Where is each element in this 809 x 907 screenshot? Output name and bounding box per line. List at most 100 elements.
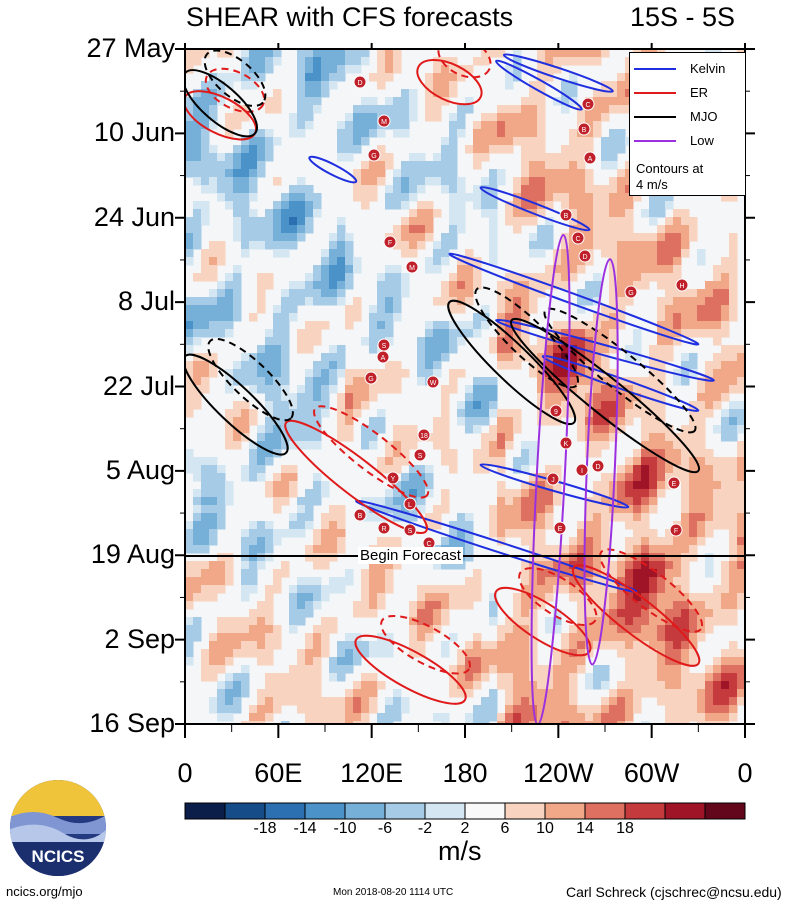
shear-cell	[705, 401, 714, 410]
shear-cell	[569, 89, 578, 98]
shear-cell	[345, 665, 354, 674]
storm-marker: G	[367, 148, 381, 162]
shear-cell	[513, 665, 522, 674]
shear-cell	[609, 625, 618, 634]
shear-cell	[217, 81, 226, 90]
shear-cell	[433, 57, 442, 66]
shear-cell	[657, 337, 666, 346]
shear-cell	[737, 465, 745, 474]
shear-cell	[329, 369, 338, 378]
shear-cell	[617, 73, 626, 82]
shear-cell	[217, 497, 226, 506]
shear-cell	[225, 417, 234, 426]
shear-cell	[497, 529, 506, 538]
shear-cell	[641, 257, 650, 266]
shear-cell	[721, 465, 730, 474]
shear-cell	[705, 473, 714, 482]
shear-cell	[553, 465, 562, 474]
shear-cell	[649, 593, 658, 602]
shear-cell	[649, 649, 658, 658]
shear-cell	[625, 457, 634, 466]
shear-cell	[249, 545, 258, 554]
shear-cell	[657, 449, 666, 458]
shear-cell	[721, 609, 730, 618]
shear-cell	[377, 297, 386, 306]
shear-cell	[545, 73, 554, 82]
shear-cell	[521, 217, 530, 226]
shear-cell	[609, 593, 618, 602]
shear-cell	[249, 177, 258, 186]
shear-cell	[265, 129, 274, 138]
shear-cell	[521, 337, 530, 346]
shear-cell	[505, 713, 514, 722]
shear-cell	[473, 137, 482, 146]
shear-cell	[305, 329, 314, 338]
shear-cell	[545, 521, 554, 530]
shear-cell	[313, 553, 322, 562]
shear-cell	[609, 633, 618, 642]
shear-cell	[249, 417, 258, 426]
shear-cell	[529, 137, 538, 146]
shear-cell	[217, 697, 226, 706]
shear-cell	[697, 609, 706, 618]
shear-cell	[537, 153, 546, 162]
shear-cell	[721, 713, 730, 722]
shear-cell	[265, 217, 274, 226]
shear-cell	[441, 585, 450, 594]
shear-cell	[681, 657, 690, 666]
shear-cell	[489, 641, 498, 650]
shear-cell	[561, 681, 570, 690]
shear-cell	[721, 593, 730, 602]
shear-cell	[449, 345, 458, 354]
shear-cell	[361, 137, 370, 146]
shear-cell	[217, 177, 226, 186]
shear-cell	[337, 145, 346, 154]
shear-cell	[489, 433, 498, 442]
shear-cell	[585, 353, 594, 362]
shear-cell	[185, 161, 194, 170]
shear-cell	[665, 625, 674, 634]
shear-cell	[497, 441, 506, 450]
shear-cell	[705, 457, 714, 466]
shear-cell	[377, 177, 386, 186]
shear-cell	[537, 249, 546, 258]
shear-cell	[585, 513, 594, 522]
shear-cell	[697, 321, 706, 330]
shear-cell	[465, 425, 474, 434]
shear-cell	[577, 545, 586, 554]
shear-cell	[713, 521, 722, 530]
shear-cell	[625, 281, 634, 290]
shear-cell	[513, 649, 522, 658]
shear-cell	[225, 129, 234, 138]
shear-cell	[601, 409, 610, 418]
shear-cell	[361, 425, 370, 434]
shear-cell	[617, 601, 626, 610]
shear-cell	[497, 513, 506, 522]
shear-cell	[633, 585, 642, 594]
shear-cell	[617, 473, 626, 482]
shear-cell	[545, 401, 554, 410]
shear-cell	[585, 241, 594, 250]
shear-cell	[233, 201, 242, 210]
shear-cell	[513, 697, 522, 706]
shear-cell	[705, 681, 714, 690]
shear-cell	[193, 561, 202, 570]
shear-cell	[345, 721, 354, 724]
shear-cell	[377, 281, 386, 290]
shear-cell	[289, 481, 298, 490]
shear-cell	[305, 337, 314, 346]
shear-cell	[569, 153, 578, 162]
shear-cell	[513, 113, 522, 122]
shear-cell	[593, 345, 602, 354]
shear-cell	[185, 361, 194, 370]
shear-cell	[193, 313, 202, 322]
shear-cell	[201, 145, 210, 154]
shear-cell	[481, 193, 490, 202]
shear-cell	[505, 625, 514, 634]
shear-cell	[697, 401, 706, 410]
shear-cell	[617, 281, 626, 290]
shear-cell	[657, 401, 666, 410]
shear-cell	[601, 505, 610, 514]
shear-cell	[441, 457, 450, 466]
shear-cell	[449, 273, 458, 282]
